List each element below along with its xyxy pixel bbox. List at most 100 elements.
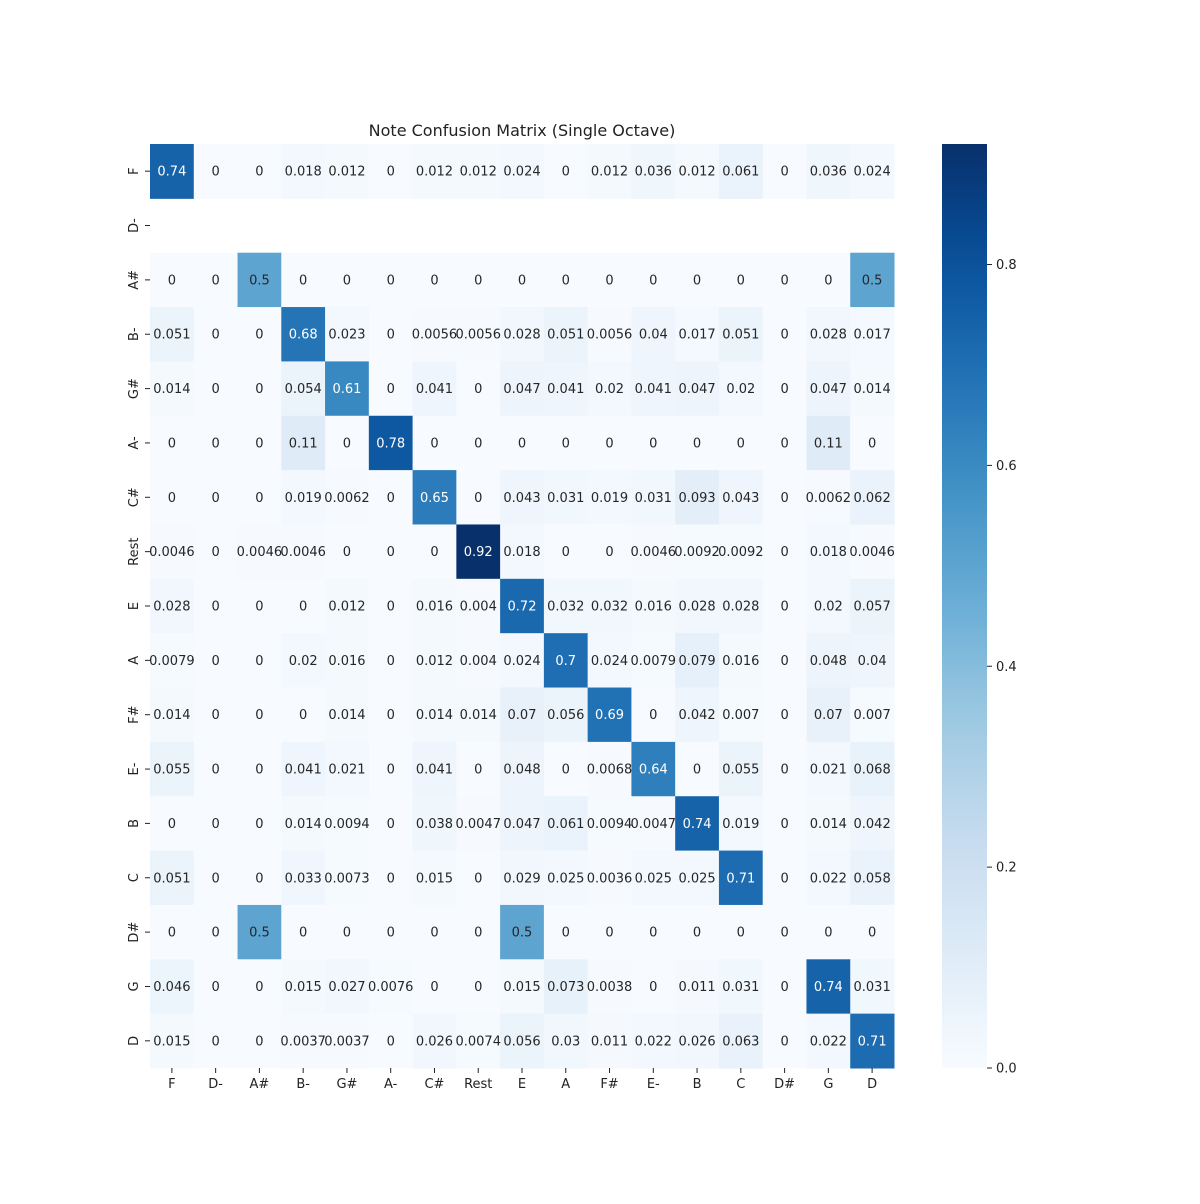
heatmap-cell-0-10 xyxy=(587,144,632,199)
heatmap-cell-13-2 xyxy=(237,850,282,906)
y-axis: F D- A# B- G# A- C# Rest E A F# E- B C D# G D xyxy=(127,167,150,1046)
cell-value-label-0-1: 0 xyxy=(212,165,220,180)
heatmap-cell-8-8 xyxy=(500,578,545,634)
heatmap-cell-10-6 xyxy=(412,687,457,743)
heatmap-cell-8-5 xyxy=(368,578,414,634)
heatmap-cell-16-5 xyxy=(368,1013,414,1069)
cell-value-label-12-4: 0.0094 xyxy=(324,817,370,832)
heatmap-cell-15-1 xyxy=(193,959,239,1015)
cell-value-label-10-9: 0.056 xyxy=(547,708,584,723)
cell-value-label-8-15: 0.02 xyxy=(814,600,843,615)
cell-value-label-15-14: 0 xyxy=(780,980,788,995)
cell-value-label-15-2: 0 xyxy=(255,980,263,995)
cell-value-label-14-4: 0 xyxy=(343,926,351,941)
cell-value-label-5-15: 0.11 xyxy=(814,436,843,451)
heatmap-cell-15-13 xyxy=(718,959,764,1015)
heatmap-cell-14-1 xyxy=(193,904,239,960)
heatmap-cell-12-4 xyxy=(325,796,370,852)
cell-value-label-13-4: 0.0073 xyxy=(324,871,370,886)
heatmap-cell-4-4 xyxy=(325,361,370,417)
cell-value-label-4-16: 0.014 xyxy=(854,382,891,397)
cell-value-label-0-6: 0.012 xyxy=(416,165,453,180)
cell-value-label-13-1: 0 xyxy=(212,871,220,886)
heatmap-cell-13-8 xyxy=(500,850,545,906)
cell-value-label-2-9: 0 xyxy=(562,273,570,288)
heatmap-cell-2-8 xyxy=(500,252,545,308)
cell-value-label-2-16: 0.5 xyxy=(862,273,883,288)
heatmap-cell-5-15 xyxy=(806,415,851,471)
cell-value-label-6-13: 0.043 xyxy=(722,491,759,506)
heatmap-cell-16-2 xyxy=(237,1013,282,1069)
x-tick-label-5: A- xyxy=(384,1077,398,1092)
heatmap-cell-16-11 xyxy=(631,1013,676,1069)
cell-value-label-14-14: 0 xyxy=(780,926,788,941)
heatmap-cell-4-13 xyxy=(718,361,764,417)
heatmap-cell-16-6 xyxy=(412,1013,457,1069)
heatmap-cell-4-5 xyxy=(368,361,414,417)
cell-value-label-14-16: 0 xyxy=(868,926,876,941)
heatmap-cell-5-13 xyxy=(718,415,764,471)
heatmap-cell-7-2 xyxy=(237,524,282,580)
heatmap-cell-6-6 xyxy=(412,470,457,525)
heatmap-cell-12-5 xyxy=(368,796,414,852)
heatmap-cell-2-1 xyxy=(193,252,239,308)
cell-value-label-5-8: 0 xyxy=(518,436,526,451)
x-axis: F D- A# B- G# A- C# Rest E A F# E- B C D# G D xyxy=(168,1068,877,1092)
heatmap-cell-15-2 xyxy=(237,959,282,1015)
cell-value-label-5-14: 0 xyxy=(780,436,788,451)
cell-value-label-9-10: 0.024 xyxy=(591,654,628,669)
cell-value-label-9-2: 0 xyxy=(255,654,263,669)
heatmap-cell-15-8 xyxy=(500,959,545,1015)
cell-value-label-3-3: 0.68 xyxy=(289,328,318,343)
x-tick-label-13: C xyxy=(736,1077,745,1092)
heatmap-cell-6-3 xyxy=(281,470,326,525)
heatmap-cell-15-9 xyxy=(543,959,589,1015)
heatmap-cell-6-7 xyxy=(456,470,501,525)
cell-value-label-15-7: 0 xyxy=(474,980,482,995)
cell-value-label-13-10: 0.0036 xyxy=(587,871,633,886)
cell-value-label-3-11: 0.04 xyxy=(639,328,668,343)
heatmap-cell-14-4 xyxy=(325,904,370,960)
cell-value-label-14-6: 0 xyxy=(430,926,438,941)
heatmap-cell-10-3 xyxy=(281,687,326,743)
heatmap-cell-3-14 xyxy=(762,307,807,362)
cell-value-label-8-12: 0.028 xyxy=(678,600,715,615)
cell-value-label-3-12: 0.017 xyxy=(678,328,715,343)
heatmap-cell-11-9 xyxy=(543,741,589,797)
cell-value-label-15-8: 0.015 xyxy=(503,980,540,995)
heatmap-cell-9-0 xyxy=(150,633,195,689)
heatmap-cell-7-8 xyxy=(500,524,545,580)
y-tick-label-2: A# xyxy=(127,270,142,290)
cell-value-label-0-5: 0 xyxy=(387,165,395,180)
cell-value-label-11-7: 0 xyxy=(474,763,482,778)
x-tick-label-4: G# xyxy=(336,1077,357,1092)
cell-value-label-4-12: 0.047 xyxy=(678,382,715,397)
cell-value-label-12-3: 0.014 xyxy=(285,817,322,832)
cell-value-label-15-3: 0.015 xyxy=(285,980,322,995)
cell-value-label-4-11: 0.041 xyxy=(635,382,672,397)
heatmap-cell-4-1 xyxy=(193,361,239,417)
heatmap-cell-2-10 xyxy=(587,252,632,308)
cell-value-label-0-4: 0.012 xyxy=(328,165,365,180)
heatmap-cell-13-0 xyxy=(150,850,195,906)
cell-value-label-15-0: 0.046 xyxy=(153,980,190,995)
cell-value-label-11-4: 0.021 xyxy=(328,763,365,778)
cell-value-label-3-10: 0.0056 xyxy=(587,328,633,343)
cell-value-label-8-4: 0.012 xyxy=(328,600,365,615)
heatmap-cell-10-11 xyxy=(631,687,676,743)
heatmap-cell-11-1 xyxy=(193,741,239,797)
heatmap-cell-14-12 xyxy=(675,904,720,960)
cell-value-label-16-1: 0 xyxy=(212,1034,220,1049)
y-tick-label-6: C# xyxy=(127,487,142,507)
cell-value-label-7-14: 0 xyxy=(780,545,788,560)
y-tick-label-4: G# xyxy=(127,378,142,399)
cell-value-label-4-15: 0.047 xyxy=(810,382,847,397)
heatmap-cell-0-14 xyxy=(762,144,807,199)
heatmap-cell-3-9 xyxy=(543,307,589,362)
heatmap-cell-5-7 xyxy=(456,415,501,471)
cell-value-label-16-15: 0.022 xyxy=(810,1034,847,1049)
cell-value-label-7-6: 0 xyxy=(430,545,438,560)
cell-value-label-11-2: 0 xyxy=(255,763,263,778)
heatmap-cell-14-7 xyxy=(456,904,501,960)
cell-value-label-10-4: 0.014 xyxy=(328,708,365,723)
